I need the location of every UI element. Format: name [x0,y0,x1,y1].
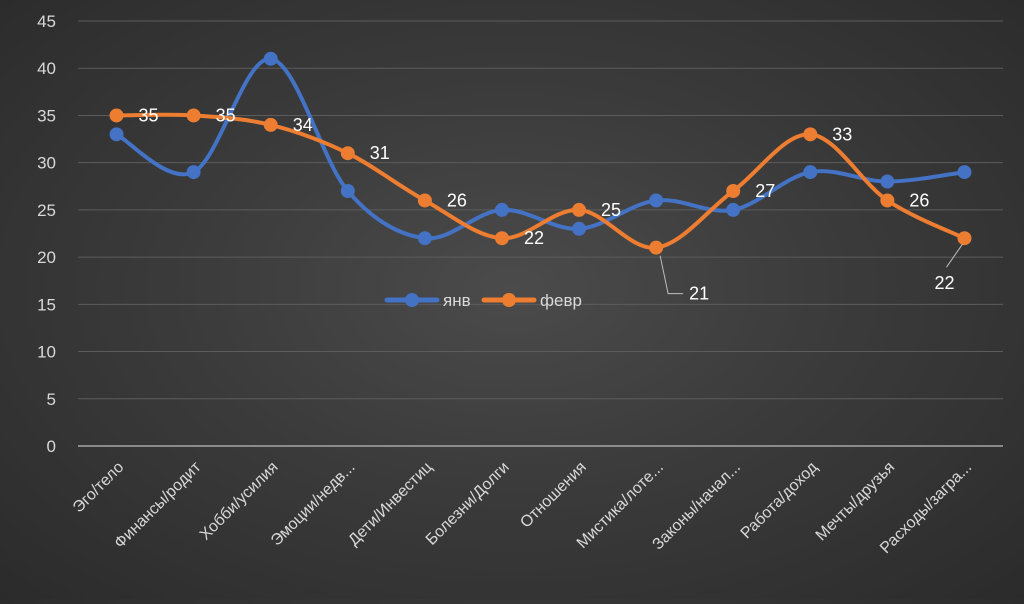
series-jan-point [186,165,201,180]
series-feb-point [494,231,509,246]
series-feb-point [957,231,972,246]
y-axis: 0 5 10 15 20 25 30 35 40 45 [37,12,56,456]
legend: янв февр [384,291,582,310]
x-axis: Эго/телоФинансы/родитХобби/усилияЭмоции/… [70,445,1003,557]
data-label: 25 [601,200,621,220]
series-jan-point [803,165,818,180]
y-tick-label: 10 [37,343,56,362]
data-label: 26 [909,190,929,210]
y-tick-label: 40 [37,59,56,78]
category-label: Дети/Инвестиц [345,459,435,549]
y-tick-label: 25 [37,201,56,220]
category-label: Мечты/друзья [813,459,898,544]
data-label: 27 [755,181,775,201]
series-feb-point [572,202,587,217]
y-tick-label: 20 [37,248,56,267]
series-jan-point [957,165,972,180]
label-leader-line [659,255,684,295]
data-label: 31 [370,143,390,163]
series-jan-point [494,202,509,217]
category-label: Эмоции/недв... [268,459,359,550]
data-labels: 35 35 34 31 26 22 25 21 27 33 26 22 [139,105,963,304]
category-label: Эго/тело [70,459,128,517]
series-feb-point [726,184,741,198]
y-tick-label: 35 [37,106,56,125]
data-label: 34 [293,115,313,135]
category-label: Отношения [517,459,590,532]
data-label: 33 [832,124,852,144]
series-markers [109,51,972,255]
data-label: 35 [216,105,236,125]
category-label: Хобби/усилия [197,459,282,544]
series-feb-point [340,146,355,161]
series-jan-point [417,231,432,246]
series-jan-point [649,193,664,208]
series-feb-point [803,127,818,142]
legend-label-jan: янв [443,291,471,310]
series-feb-point [186,108,201,123]
y-tick-label: 30 [37,154,56,173]
series-jan-point [572,221,587,236]
series-lines [114,56,967,250]
data-label: 35 [139,105,159,125]
series-feb-point [417,193,432,208]
series-feb-point [109,108,124,123]
y-tick-label: 5 [47,390,56,409]
series-jan-point [263,51,278,66]
gridlines [78,20,1003,400]
y-tick-label: 0 [47,437,56,456]
series-feb-point [649,240,664,255]
series-jan-point [726,202,741,217]
legend-marker-jan [405,293,419,307]
data-label: 22 [524,228,544,248]
y-tick-label: 45 [37,12,56,31]
series-jan-point [340,184,355,198]
y-tick-label: 15 [37,295,56,314]
series-feb-point [880,193,895,208]
category-label: Работа/доход [738,458,822,542]
data-label: 26 [447,190,467,210]
data-label: 21 [689,284,709,304]
series-jan-point [880,174,895,189]
legend-label-feb: февр [540,291,582,310]
series-jan-point [109,127,124,142]
category-label: Болезни/Долги [423,459,513,549]
legend-marker-feb [502,293,516,307]
label-leader-line [946,243,963,268]
data-label: 22 [934,273,954,293]
series-feb-point [263,117,278,132]
